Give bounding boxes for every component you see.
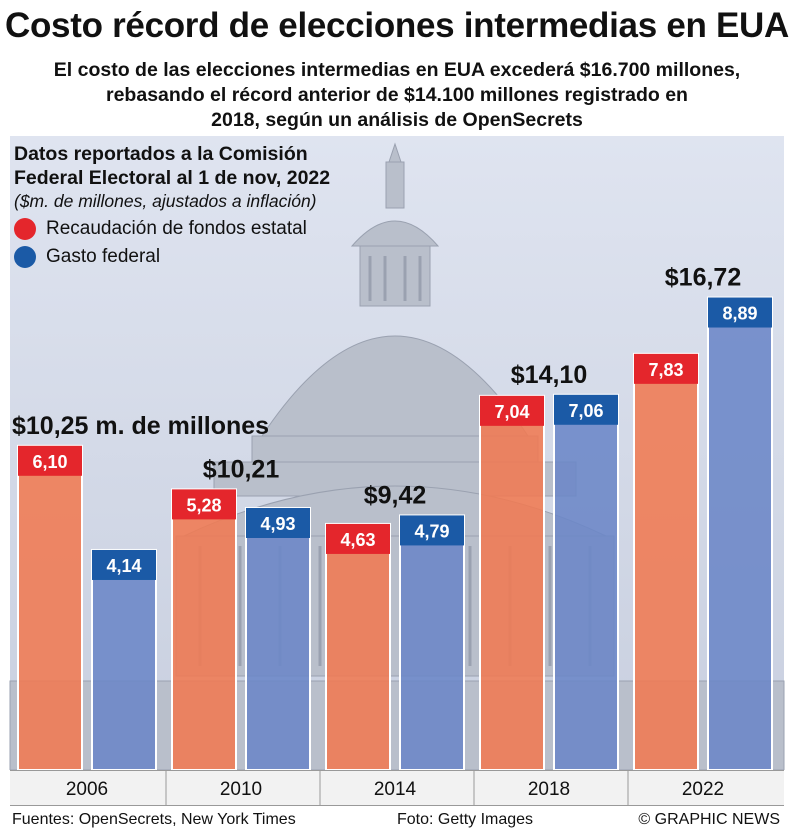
bar-chart: 6,10 4,14 5,28 4,93 4,63 4,79 7,04 7,06 7,83 8,89… xyxy=(9,136,785,772)
footer-sources: Fuentes: OpenSecrets, New York Times xyxy=(12,811,296,828)
legend-heading-line-1: Datos reportados a la Comisión xyxy=(14,143,308,165)
bar-state-2014 xyxy=(325,522,391,771)
legend-item-state: Recaudación de fondos estatal xyxy=(14,218,330,240)
tick-label-2018: 2018 xyxy=(528,779,570,800)
bars-layer xyxy=(17,296,773,772)
value-label-bg-state-2018 xyxy=(480,395,544,426)
value-labels-layer: 6,10 4,14 5,28 4,93 4,63 4,79 7,04 7,06 7,83 8,89 xyxy=(18,297,772,580)
value-label-federal-2014: 4,79 xyxy=(414,521,449,541)
x-axis-ticks: 2006 2010 2014 2018 2022 xyxy=(66,771,724,805)
value-label-bg-state-2014 xyxy=(326,523,390,554)
legend-heading-line-2: Federal Electoral al 1 de nov, 2022 xyxy=(14,167,331,189)
value-label-bg-federal-2018 xyxy=(554,394,618,425)
bar-federal-2018 xyxy=(553,393,619,771)
value-label-bg-federal-2022 xyxy=(708,297,772,328)
legend-label-federal: Gasto federal xyxy=(46,246,161,267)
bar-federal-2006 xyxy=(91,548,157,772)
value-label-state-2022: 7,83 xyxy=(648,360,683,380)
value-label-state-2010: 5,28 xyxy=(186,495,221,515)
value-label-bg-federal-2014 xyxy=(400,515,464,546)
chart-subtitle: El costo de las elecciones intermedias e… xyxy=(20,58,774,133)
subtitle-line-3: 2018, según un análisis de OpenSecrets xyxy=(211,109,583,131)
legend-label-state: Recaudación de fondos estatal xyxy=(46,218,307,239)
legend: Datos reportados a la Comisión Federal E… xyxy=(14,142,330,268)
value-label-state-2014: 4,63 xyxy=(340,530,375,550)
bar-state-2006 xyxy=(17,444,83,771)
chart-area: 6,10 4,14 5,28 4,93 4,63 4,79 7,04 7,06 7,83 8,89… xyxy=(0,136,794,772)
total-label-2006: $10,25 m. de millones xyxy=(12,412,269,440)
tick-label-2010: 2010 xyxy=(220,779,262,800)
legend-swatch-state xyxy=(14,218,36,240)
bar-federal-2022 xyxy=(707,296,773,771)
footer-credit: © GRAPHIC NEWS xyxy=(638,811,780,828)
bar-federal-2010 xyxy=(245,506,311,771)
value-label-bg-state-2022 xyxy=(634,353,698,384)
value-label-state-2006: 6,10 xyxy=(32,452,67,472)
total-label-2018: $14,10 xyxy=(511,361,587,389)
tick-label-2022: 2022 xyxy=(682,779,724,800)
subtitle-line-2: rebasando el récord anterior de $14.100 … xyxy=(106,84,688,106)
subtitle-line-1: El costo de las elecciones intermedias e… xyxy=(53,59,741,81)
total-label-2014: $9,42 xyxy=(364,481,427,509)
value-label-federal-2006: 4,14 xyxy=(106,556,141,576)
legend-note: ($m. de millones, ajustados a inflación) xyxy=(14,191,317,211)
bar-state-2022 xyxy=(633,352,699,771)
value-label-bg-federal-2006 xyxy=(92,549,156,580)
value-label-federal-2010: 4,93 xyxy=(260,514,295,534)
total-label-2010: $10,21 xyxy=(203,455,280,483)
chart-title: Costo récord de elecciones intermedias e… xyxy=(5,6,789,45)
value-label-federal-2018: 7,06 xyxy=(568,401,603,421)
legend-swatch-federal xyxy=(14,246,36,268)
total-label-2022: $16,72 xyxy=(665,264,741,292)
value-label-bg-federal-2010 xyxy=(246,507,310,538)
legend-item-federal: Gasto federal xyxy=(14,246,330,268)
value-label-bg-state-2006 xyxy=(18,445,82,476)
x-axis: 2006 2010 2014 2018 2022 xyxy=(10,770,784,806)
bar-state-2010 xyxy=(171,488,237,771)
totals-layer: $10,25 m. de millones $10,21 $9,42 $14,10 $1… xyxy=(12,264,741,510)
value-label-state-2018: 7,04 xyxy=(494,402,529,422)
tick-label-2014: 2014 xyxy=(374,779,417,800)
bar-state-2018 xyxy=(479,394,545,771)
tick-label-2006: 2006 xyxy=(66,779,108,800)
footer-photo: Foto: Getty Images xyxy=(397,811,534,828)
value-label-federal-2022: 8,89 xyxy=(722,304,757,324)
bar-federal-2014 xyxy=(399,514,465,771)
value-label-bg-state-2010 xyxy=(172,489,236,520)
